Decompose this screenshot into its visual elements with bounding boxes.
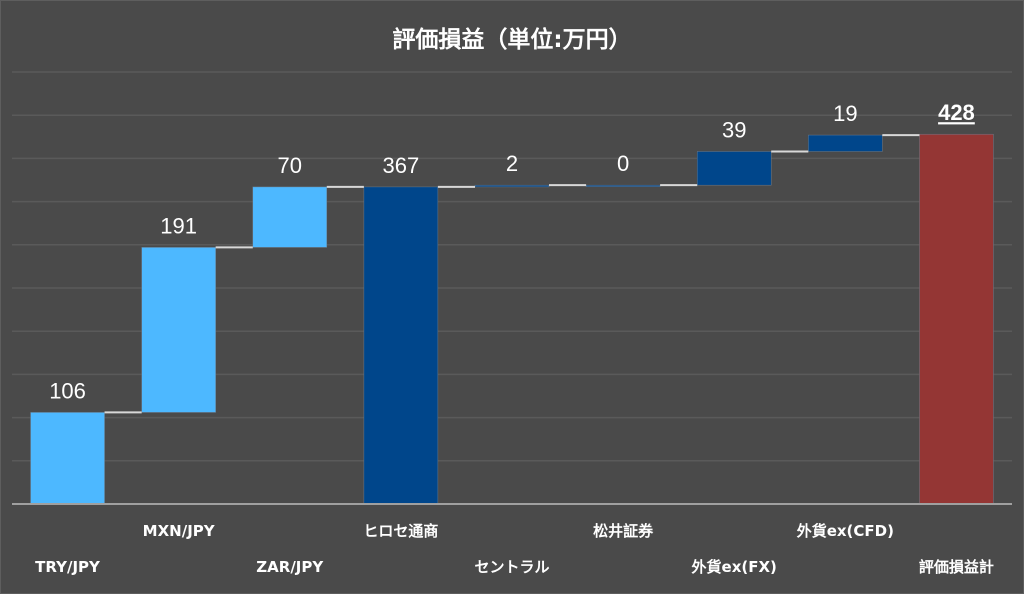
bar-2: [141, 247, 216, 413]
data-label: 106: [49, 378, 86, 403]
category-label: セントラル: [474, 558, 549, 576]
bar-9: [919, 133, 994, 505]
data-label: 367: [383, 153, 420, 178]
data-label: 0: [617, 151, 629, 176]
bar-6: [585, 184, 661, 187]
data-label: 19: [833, 101, 857, 126]
bar-4: [363, 186, 439, 505]
category-label: 評価損益計: [919, 558, 994, 576]
bar-7: [696, 151, 772, 186]
bar-5: [474, 184, 550, 188]
category-label: 外貨ex(FX): [691, 558, 777, 576]
chart-title: 評価損益（単位:万円）: [392, 27, 632, 53]
category-label: 外貨ex(CFD): [796, 522, 894, 540]
category-label: ZAR/JPY: [256, 558, 324, 576]
bar-1: [30, 412, 105, 505]
category-label: 松井証券: [593, 522, 654, 540]
data-label: 39: [722, 117, 746, 142]
bar-8: [808, 134, 883, 152]
data-label: 191: [160, 213, 197, 238]
data-label: 70: [278, 153, 302, 178]
data-label: 428: [938, 100, 975, 125]
data-label: 2: [506, 151, 518, 176]
category-label: ヒロセ通商: [363, 522, 438, 540]
bar-3: [252, 186, 328, 248]
category-label: TRY/JPY: [35, 558, 101, 576]
category-label: MXN/JPY: [143, 522, 216, 540]
